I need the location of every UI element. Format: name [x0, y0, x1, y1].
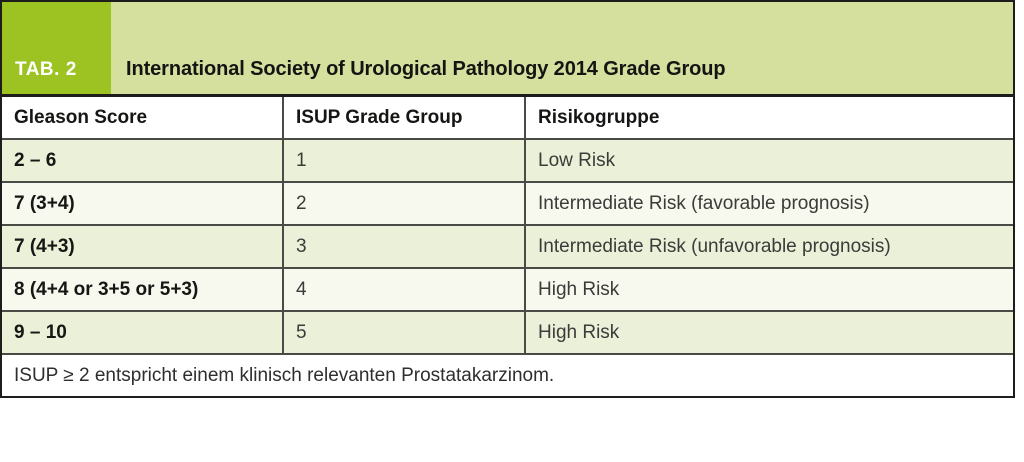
table-footnote-row: ISUP ≥ 2 entspricht einem klinisch relev…	[2, 353, 1013, 396]
cell-gleason-score: 8 (4+4 or 3+5 or 5+3)	[2, 267, 283, 311]
data-table: Gleason Score ISUP Grade Group Risikogru…	[2, 97, 1013, 396]
table-footnote: ISUP ≥ 2 entspricht einem klinisch relev…	[2, 353, 1013, 396]
cell-risk-group: Intermediate Risk (favorable prognosis)	[524, 181, 1013, 225]
column-header-gleason-score: Gleason Score	[2, 97, 283, 139]
cell-risk-group: Low Risk	[524, 138, 1013, 182]
table-header-band: TAB. 2 International Society of Urologic…	[2, 2, 1013, 97]
cell-gleason-score: 9 – 10	[2, 310, 283, 354]
column-header-risikogruppe: Risikogruppe	[524, 97, 1013, 139]
table-row: 9 – 10 5 High Risk	[2, 310, 1013, 354]
grade-group-table: TAB. 2 International Society of Urologic…	[0, 0, 1015, 398]
table-row: 8 (4+4 or 3+5 or 5+3) 4 High Risk	[2, 267, 1013, 311]
cell-isup-grade: 2	[282, 181, 525, 225]
cell-isup-grade: 1	[282, 138, 525, 182]
table-row: 7 (4+3) 3 Intermediate Risk (unfavorable…	[2, 224, 1013, 268]
column-header-isup-grade-group: ISUP Grade Group	[282, 97, 525, 139]
cell-gleason-score: 7 (3+4)	[2, 181, 283, 225]
cell-isup-grade: 3	[282, 224, 525, 268]
table-row: 7 (3+4) 2 Intermediate Risk (favorable p…	[2, 181, 1013, 225]
cell-risk-group: High Risk	[524, 310, 1013, 354]
cell-isup-grade: 5	[282, 310, 525, 354]
table-row: 2 – 6 1 Low Risk	[2, 138, 1013, 182]
column-header-row: Gleason Score ISUP Grade Group Risikogru…	[2, 97, 1013, 139]
cell-risk-group: Intermediate Risk (unfavorable prognosis…	[524, 224, 1013, 268]
cell-gleason-score: 7 (4+3)	[2, 224, 283, 268]
cell-risk-group: High Risk	[524, 267, 1013, 311]
cell-gleason-score: 2 – 6	[2, 138, 283, 182]
table-title: International Society of Urological Path…	[111, 2, 1013, 94]
cell-isup-grade: 4	[282, 267, 525, 311]
table-number-badge: TAB. 2	[2, 2, 111, 94]
